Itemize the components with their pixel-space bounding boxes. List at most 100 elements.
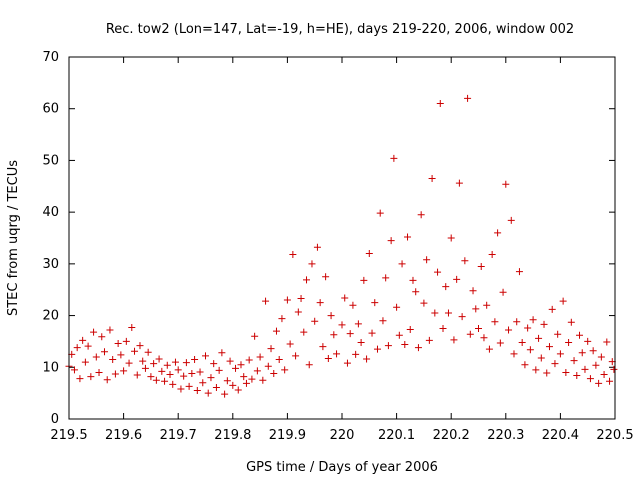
- data-point: [253, 367, 261, 375]
- data-point: [131, 347, 139, 355]
- data-point: [111, 370, 119, 378]
- data-point: [423, 256, 431, 264]
- data-point: [483, 301, 491, 309]
- data-point: [221, 390, 229, 398]
- data-point: [606, 377, 614, 385]
- data-point: [297, 295, 305, 303]
- data-point: [502, 180, 510, 188]
- data-point: [292, 352, 300, 360]
- data-point: [207, 374, 215, 382]
- chart-title: Rec. tow2 (Lon=147, Lat=-19, h=HE), days…: [106, 22, 574, 37]
- x-axis-label: GPS time / Days of year 2006: [246, 460, 438, 475]
- data-point: [139, 357, 147, 365]
- data-point: [242, 379, 250, 387]
- data-point: [551, 360, 559, 368]
- data-point: [510, 350, 518, 358]
- data-point: [330, 331, 338, 339]
- data-point: [406, 326, 414, 334]
- data-point: [434, 268, 442, 276]
- data-point: [455, 179, 463, 187]
- y-tick-label: 40: [42, 205, 59, 220]
- data-point: [136, 342, 144, 350]
- data-point: [270, 369, 278, 377]
- data-point: [417, 211, 425, 219]
- data-point: [436, 100, 444, 108]
- data-point: [240, 373, 248, 381]
- data-point: [589, 347, 597, 355]
- data-point: [262, 297, 270, 305]
- data-point: [461, 257, 469, 265]
- data-point: [450, 336, 458, 344]
- data-point: [289, 251, 297, 259]
- data-point: [357, 338, 365, 346]
- data-point: [363, 355, 371, 363]
- data-point: [122, 337, 130, 345]
- data-point: [300, 328, 308, 336]
- data-point: [515, 268, 523, 276]
- data-point: [420, 299, 428, 307]
- x-axis-tick-labels: 219.5 219.6 219.7 219.8 219.9 220 220.1 220.2 22…: [50, 428, 633, 443]
- data-point: [117, 351, 125, 359]
- data-point: [281, 366, 289, 374]
- data-point: [439, 325, 447, 332]
- x-tick-label: 220.1: [378, 428, 415, 443]
- data-point: [174, 366, 182, 374]
- data-point: [545, 343, 553, 351]
- data-point: [171, 358, 179, 366]
- data-point: [365, 250, 373, 258]
- data-point: [581, 365, 589, 373]
- data-point: [535, 334, 543, 342]
- data-point: [103, 376, 111, 384]
- y-tick-label: 70: [42, 50, 59, 65]
- data-point: [152, 376, 160, 384]
- data-point: [444, 309, 452, 317]
- data-point: [393, 303, 401, 311]
- data-point: [120, 367, 128, 375]
- data-point: [556, 350, 564, 358]
- data-point: [537, 354, 545, 362]
- data-point: [81, 358, 89, 366]
- data-point: [95, 368, 103, 376]
- data-point: [185, 382, 193, 390]
- data-point: [390, 154, 398, 162]
- data-point: [256, 353, 264, 361]
- data-point: [567, 318, 575, 326]
- data-point: [600, 371, 608, 379]
- x-tick-label: 220.3: [487, 428, 524, 443]
- data-point: [251, 332, 259, 340]
- data-point: [477, 262, 485, 270]
- data-points: [65, 94, 618, 398]
- data-point: [491, 318, 499, 326]
- data-point: [245, 356, 253, 364]
- data-point: [513, 318, 521, 326]
- data-point: [90, 328, 98, 336]
- data-point: [398, 260, 406, 268]
- x-tick-label: 220: [330, 428, 355, 443]
- data-point: [521, 361, 529, 369]
- data-point: [387, 237, 395, 245]
- x-tick-label: 220.4: [542, 428, 579, 443]
- data-point: [404, 233, 412, 241]
- data-point: [464, 94, 472, 102]
- data-point: [573, 372, 581, 380]
- x-tick-label: 220.2: [433, 428, 470, 443]
- data-point: [524, 324, 532, 332]
- data-point: [518, 338, 526, 346]
- data-point: [234, 386, 242, 394]
- data-point: [570, 357, 578, 365]
- data-point: [169, 380, 177, 388]
- data-point: [163, 361, 171, 369]
- data-point: [177, 385, 185, 393]
- data-point: [346, 330, 354, 338]
- data-point: [343, 359, 351, 367]
- data-point: [128, 323, 136, 331]
- data-point: [313, 243, 321, 251]
- data-point: [303, 276, 311, 284]
- data-point: [182, 359, 190, 367]
- data-point: [278, 315, 286, 323]
- data-point: [215, 366, 223, 374]
- data-point: [499, 288, 507, 296]
- data-point: [84, 342, 92, 350]
- data-point: [466, 330, 474, 338]
